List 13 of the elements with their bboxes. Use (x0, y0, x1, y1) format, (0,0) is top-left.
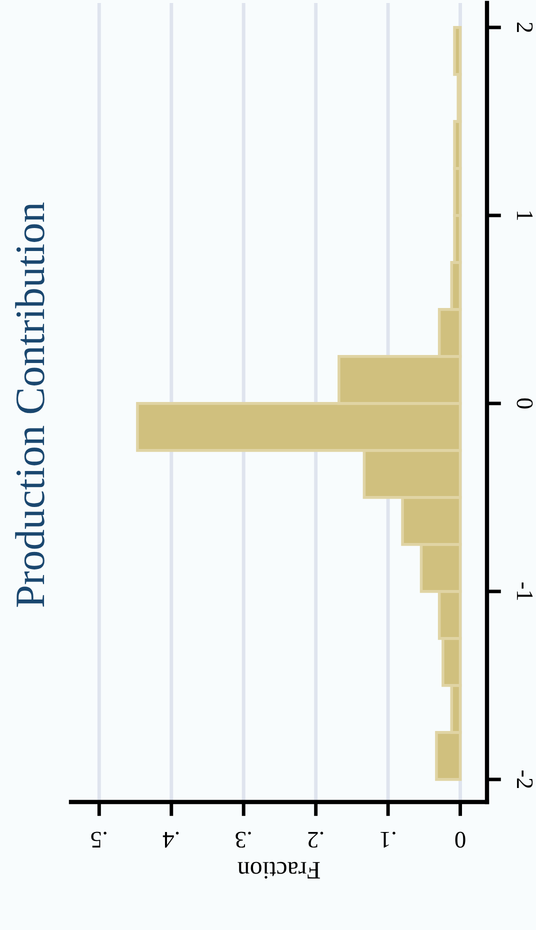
x-tick-label: 0 (455, 832, 466, 848)
y-tick-label: 1 (517, 212, 533, 220)
x-tick-label: .3 (236, 832, 251, 848)
x-tick-label: .4 (162, 832, 179, 848)
x-tick-label: .2 (308, 832, 324, 848)
y-tick-label: -2 (517, 770, 533, 788)
y-tick-label: -1 (517, 582, 533, 600)
text: Production Contribution (15, 202, 44, 607)
y-tick-label: 2 (517, 22, 533, 32)
x-axis-title: Fraction (238, 862, 320, 879)
y-tick-label: 0 (516, 398, 533, 408)
x-tick-label: .1 (380, 832, 396, 848)
x-tick-label: .5 (91, 832, 106, 848)
